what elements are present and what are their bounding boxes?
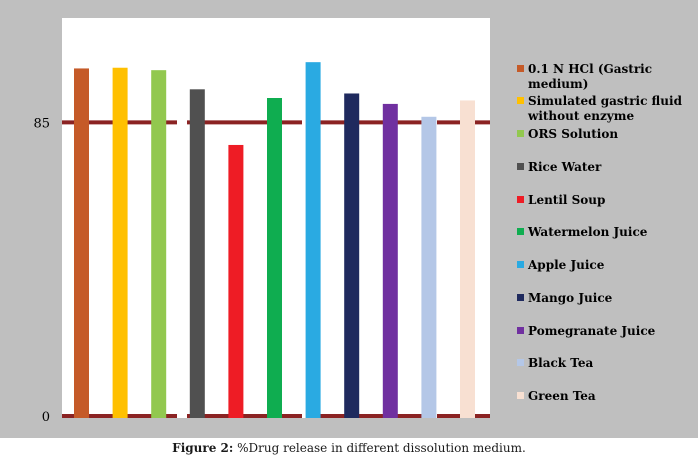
- legend-label: without enzyme: [527, 109, 634, 123]
- legend-label: ORS Solution: [528, 127, 618, 141]
- figure-caption-label: Figure 2:: [172, 441, 234, 455]
- legend-swatch: [517, 130, 524, 137]
- legend-item: Watermelon Juice: [517, 225, 648, 239]
- legend-swatch: [517, 228, 524, 235]
- bar-green-tea: [460, 100, 475, 418]
- legend-item: ORS Solution: [517, 127, 618, 141]
- y-tick-label: 85: [33, 116, 50, 131]
- legend-swatch: [517, 359, 524, 366]
- bar-ors-solution: [151, 70, 167, 418]
- legend-swatch: [517, 392, 524, 399]
- legend-item: Apple Juice: [517, 258, 605, 272]
- bar-black-tea: [421, 116, 437, 419]
- legend-item: Black Tea: [517, 356, 593, 370]
- legend-swatch: [517, 327, 524, 334]
- legend-swatch: [517, 261, 524, 268]
- legend-label: Apple Juice: [527, 258, 605, 272]
- legend-label: Rice Water: [528, 160, 602, 174]
- bar-rice-water: [189, 89, 205, 418]
- legend-swatch: [517, 65, 524, 72]
- figure-caption: Figure 2: %Drug release in different dis…: [0, 441, 698, 455]
- bar-0-1-n-hcl-gastric-medium: [74, 68, 89, 418]
- bar-mango-juice: [344, 93, 360, 418]
- legend-swatch: [517, 97, 524, 104]
- bar-simulated-gastric-fluid-without-enzyme: [112, 67, 128, 418]
- legend-label: Black Tea: [528, 356, 593, 370]
- legend-item: Pomegranate Juice: [517, 324, 656, 338]
- bar-watermelon-juice: [267, 98, 282, 418]
- legend-label: Simulated gastric fluid: [528, 94, 683, 108]
- bar-lentil-soup: [228, 144, 244, 418]
- bars: [74, 62, 475, 419]
- legend-label: Green Tea: [528, 389, 596, 403]
- legend-item: Mango Juice: [517, 291, 613, 305]
- legend-label: Lentil Soup: [528, 193, 605, 207]
- legend-item: Green Tea: [517, 389, 596, 403]
- legend-item: Rice Water: [517, 160, 602, 174]
- legend-swatch: [517, 294, 524, 301]
- legend-label: Pomegranate Juice: [528, 324, 656, 338]
- bar-pomegranate-juice: [382, 103, 398, 419]
- figure-caption-text: %Drug release in different dissolution m…: [237, 441, 526, 455]
- legend-item: Lentil Soup: [517, 193, 605, 207]
- legend-label: Watermelon Juice: [527, 225, 648, 239]
- bar-apple-juice: [305, 62, 321, 418]
- y-tick-label: 0: [42, 410, 50, 425]
- legend-label: medium): [528, 77, 588, 91]
- y-axis-ticks: 0 85: [33, 116, 50, 425]
- legend-label: Mango Juice: [528, 291, 613, 305]
- legend-label: 0.1 N HCl (Gastric: [528, 62, 652, 76]
- legend-swatch: [517, 163, 524, 170]
- legend-swatch: [517, 196, 524, 203]
